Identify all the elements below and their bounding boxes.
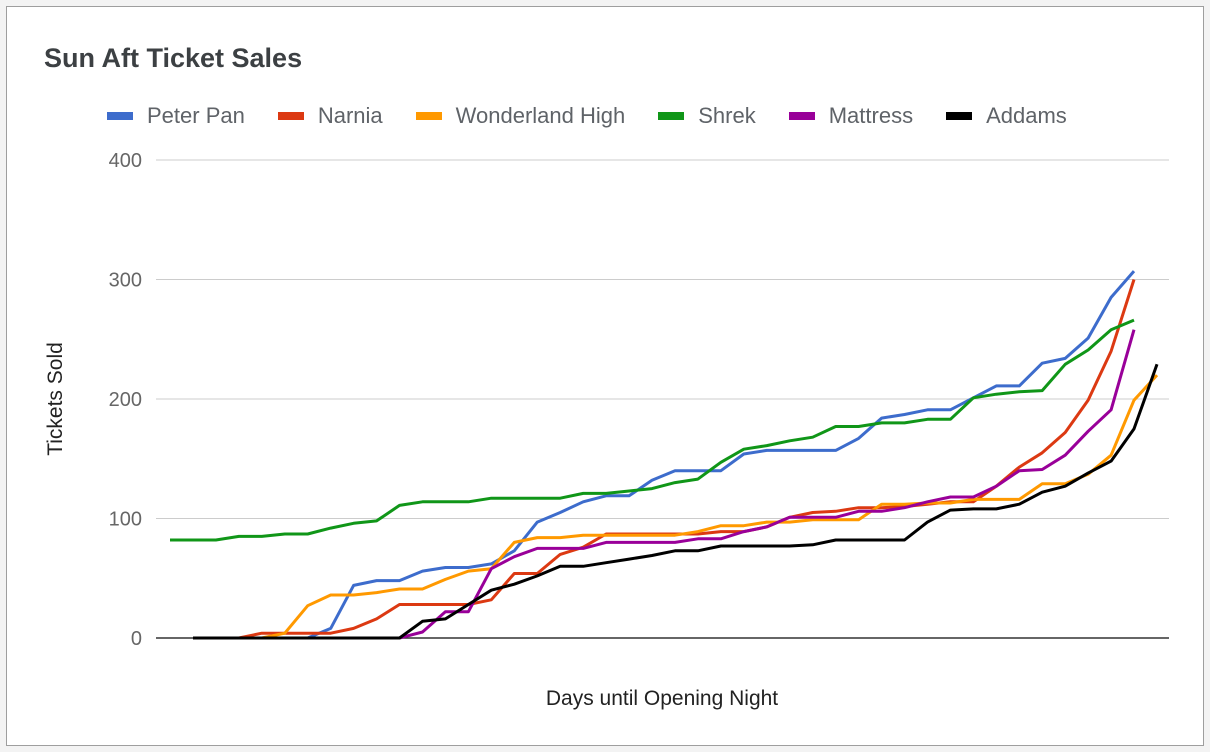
legend-label: Narnia [317, 103, 383, 128]
legend-swatch [946, 112, 973, 120]
legend-item-peter-pan[interactable]: Peter Pan [107, 103, 245, 129]
y-axis-title: Tickets Sold [44, 342, 67, 456]
series-line-wonderland-high[interactable] [193, 374, 1159, 640]
chart-card[interactable]: Sun Aft Ticket Sales Peter Pan Narnia Wond… [6, 6, 1204, 746]
series-lines [170, 270, 1159, 640]
series-line-addams[interactable] [193, 363, 1159, 640]
legend-item-wonderland-high[interactable]: Wonderland High [415, 103, 626, 129]
y-tick-label: 400 [109, 150, 142, 172]
series-line-narnia[interactable] [193, 279, 1136, 640]
x-axis-title: Days until Opening Night [546, 687, 778, 710]
chart-title: Sun Aft Ticket Sales [44, 43, 303, 73]
legend-swatch [107, 112, 133, 120]
legend-item-mattress[interactable]: Mattress [788, 103, 914, 129]
y-axis-ticks: 0 100 200 300 400 [109, 150, 142, 650]
legend-label: Wonderland High [455, 103, 626, 128]
series-line-mattress[interactable] [399, 329, 1136, 640]
chart-legend: Peter Pan Narnia Wonderland High Shrek Mattr… [107, 103, 1100, 129]
y-tick-label: 300 [109, 270, 142, 292]
legend-item-addams[interactable]: Addams [946, 103, 1067, 129]
legend-label: Shrek [698, 103, 756, 128]
y-tick-label: 0 [131, 628, 142, 650]
legend-swatch [658, 112, 685, 120]
legend-item-narnia[interactable]: Narnia [277, 103, 383, 129]
y-tick-label: 100 [109, 509, 142, 531]
legend-swatch [277, 112, 304, 120]
gridlines [156, 159, 1169, 639]
legend-label: Mattress [828, 103, 914, 128]
legend-swatch [788, 112, 815, 120]
legend-swatch [415, 112, 442, 120]
legend-item-shrek[interactable]: Shrek [658, 103, 756, 129]
series-line-peter-pan[interactable] [193, 270, 1136, 640]
series-line-shrek[interactable] [170, 318, 1135, 542]
legend-label: Addams [986, 103, 1067, 128]
y-tick-label: 200 [109, 389, 142, 411]
legend-label: Peter Pan [147, 103, 245, 128]
